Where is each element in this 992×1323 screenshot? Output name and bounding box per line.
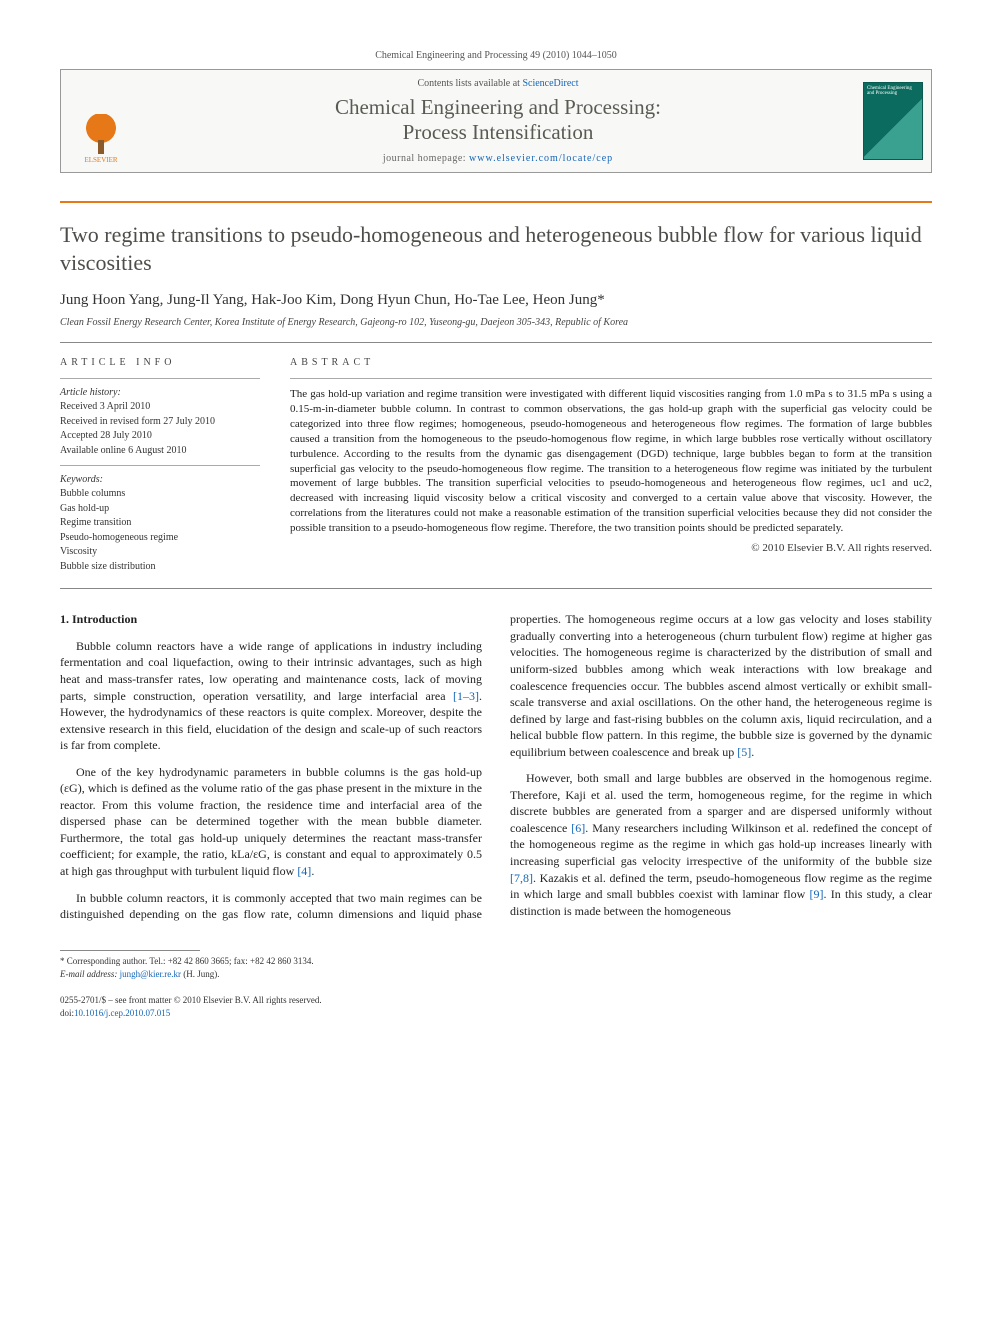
email-link[interactable]: jungh@kier.re.kr — [120, 969, 181, 979]
text-run: One of the key hydrodynamic parameters i… — [60, 765, 482, 878]
doi-link[interactable]: 10.1016/j.cep.2010.07.015 — [74, 1008, 170, 1018]
citation-link[interactable]: [1–3] — [453, 689, 479, 703]
history-revised: Received in revised form 27 July 2010 — [60, 415, 260, 429]
citation-link[interactable]: [4] — [297, 864, 311, 878]
history-online: Available online 6 August 2010 — [60, 444, 260, 458]
author-list: Jung Hoon Yang, Jung-Il Yang, Hak-Joo Ki… — [60, 292, 932, 309]
footnote-block: * Corresponding author. Tel.: +82 42 860… — [60, 950, 932, 980]
abstract-copyright: © 2010 Elsevier B.V. All rights reserved… — [290, 542, 932, 554]
journal-homepage-link[interactable]: www.elsevier.com/locate/cep — [469, 153, 613, 164]
abstract-heading: ABSTRACT — [290, 357, 932, 368]
doi-label: doi: — [60, 1008, 74, 1018]
body-paragraph: One of the key hydrodynamic parameters i… — [60, 764, 482, 880]
author-affiliation: Clean Fossil Energy Research Center, Kor… — [60, 317, 932, 328]
body-two-column: 1. Introduction Bubble column reactors h… — [60, 611, 932, 926]
sciencedirect-link[interactable]: ScienceDirect — [522, 78, 578, 89]
divider — [60, 378, 260, 379]
issn-line: 0255-2701/$ – see front matter © 2010 El… — [60, 994, 932, 1007]
journal-cover-cell: Chemical Engineering and Processing — [855, 70, 931, 172]
divider — [60, 588, 932, 589]
citation-link[interactable]: [5] — [737, 745, 751, 759]
abstract-text: The gas hold-up variation and regime tra… — [290, 387, 932, 535]
contents-available-line: Contents lists available at ScienceDirec… — [151, 78, 845, 89]
corresponding-author: * Corresponding author. Tel.: +82 42 860… — [60, 955, 932, 968]
footnote-rule — [60, 950, 200, 951]
body-paragraph: However, both small and large bubbles ar… — [510, 770, 932, 919]
keyword: Regime transition — [60, 516, 260, 530]
keyword: Gas hold-up — [60, 502, 260, 516]
text-run: . — [311, 864, 314, 878]
article-title: Two regime transitions to pseudo-homogen… — [60, 221, 932, 276]
publisher-logo-cell: ELSEVIER — [61, 70, 141, 172]
keyword: Bubble size distribution — [60, 560, 260, 574]
homepage-prefix: journal homepage: — [383, 153, 469, 164]
history-accepted: Accepted 28 July 2010 — [60, 429, 260, 443]
email-label: E-mail address: — [60, 969, 120, 979]
keywords-label: Keywords: — [60, 474, 260, 485]
doi-line: doi:10.1016/j.cep.2010.07.015 — [60, 1007, 932, 1020]
history-received: Received 3 April 2010 — [60, 400, 260, 414]
article-info-heading: ARTICLE INFO — [60, 357, 260, 368]
text-run: Bubble column reactors have a wide range… — [60, 639, 482, 703]
page-footer-meta: 0255-2701/$ – see front matter © 2010 El… — [60, 994, 932, 1019]
history-label: Article history: — [60, 387, 260, 398]
running-head: Chemical Engineering and Processing 49 (… — [60, 50, 932, 61]
publisher-name: ELSEVIER — [84, 156, 117, 164]
journal-cover-thumbnail: Chemical Engineering and Processing — [863, 82, 923, 160]
journal-header-center: Contents lists available at ScienceDirec… — [141, 70, 855, 172]
elsevier-tree-icon — [81, 114, 121, 154]
journal-title-l2: Process Intensification — [403, 120, 594, 144]
keyword: Pseudo-homogeneous regime — [60, 531, 260, 545]
citation-link[interactable]: [6] — [571, 821, 585, 835]
email-person: (H. Jung). — [181, 969, 220, 979]
journal-header: ELSEVIER Contents lists available at Sci… — [60, 69, 932, 173]
keyword: Viscosity — [60, 545, 260, 559]
journal-title-l1: Chemical Engineering and Processing: — [335, 95, 661, 119]
journal-title: Chemical Engineering and Processing: Pro… — [151, 95, 845, 145]
article-info-column: ARTICLE INFO Article history: Received 3… — [60, 357, 260, 574]
citation-link[interactable]: [7,8] — [510, 871, 533, 885]
abstract-column: ABSTRACT The gas hold-up variation and r… — [290, 357, 932, 574]
body-paragraph: Bubble column reactors have a wide range… — [60, 638, 482, 754]
citation-link[interactable]: [9] — [810, 887, 824, 901]
journal-homepage-line: journal homepage: www.elsevier.com/locat… — [151, 153, 845, 164]
divider — [60, 342, 932, 343]
keyword: Bubble columns — [60, 487, 260, 501]
cover-text: Chemical Engineering and Processing — [867, 86, 912, 96]
orange-divider — [60, 201, 932, 203]
contents-prefix: Contents lists available at — [417, 78, 522, 89]
divider — [60, 465, 260, 466]
elsevier-logo: ELSEVIER — [73, 104, 129, 164]
email-line: E-mail address: jungh@kier.re.kr (H. Jun… — [60, 968, 932, 981]
text-run: . — [751, 745, 754, 759]
section-heading-intro: 1. Introduction — [60, 611, 482, 628]
info-abstract-row: ARTICLE INFO Article history: Received 3… — [60, 357, 932, 574]
divider — [290, 378, 932, 379]
